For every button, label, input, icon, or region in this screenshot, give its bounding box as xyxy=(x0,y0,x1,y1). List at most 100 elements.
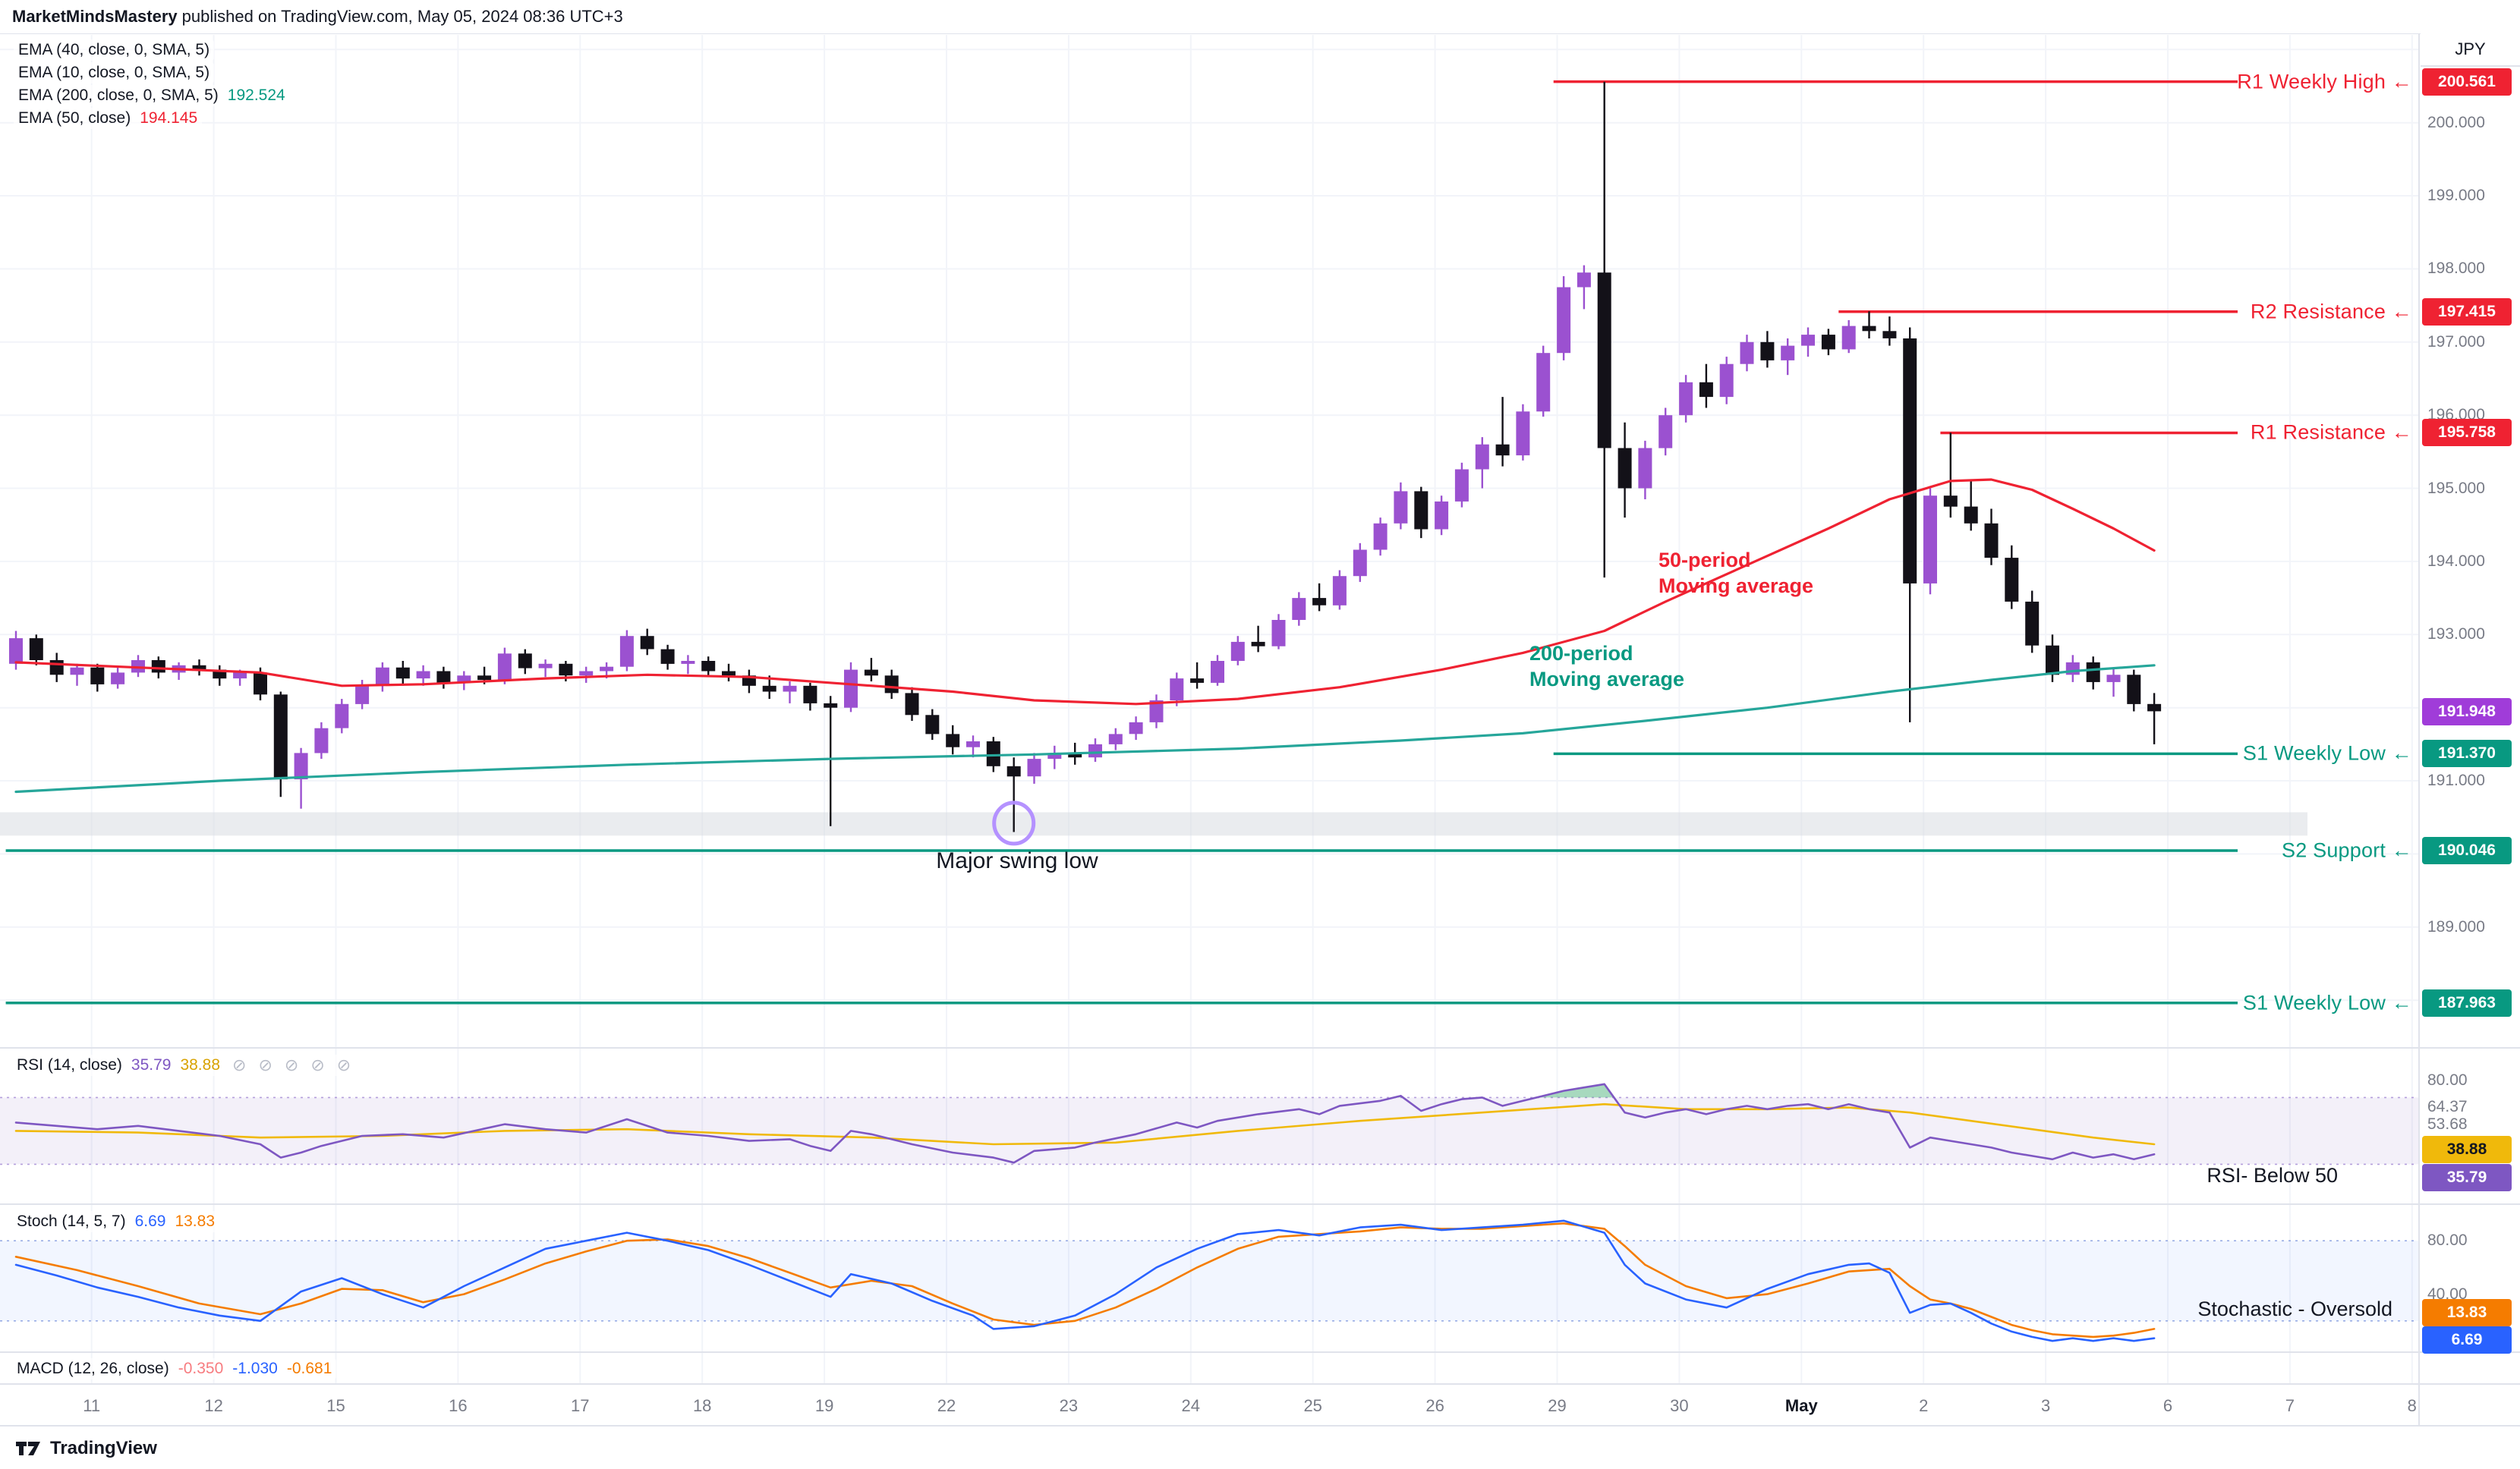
candle-body xyxy=(640,636,654,650)
legend-ema-200-label: EMA (200, close, 0, SMA, 5) xyxy=(18,87,219,104)
indicator-legend-ema: EMA (40, close, 0, SMA, 5) EMA (10, clos… xyxy=(14,39,290,129)
candle-body xyxy=(1638,448,1652,489)
candle-body xyxy=(1679,382,1693,416)
candle-body xyxy=(1923,495,1937,584)
legend-ema-10[interactable]: EMA (10, close, 0, SMA, 5) xyxy=(14,62,215,83)
legend-stoch-k-value: 6.69 xyxy=(134,1213,166,1230)
candle-body xyxy=(1332,576,1347,606)
candle-body xyxy=(416,671,430,679)
candle-body xyxy=(2065,662,2080,675)
candle-body xyxy=(9,638,23,664)
legend-rsi-value: 35.79 xyxy=(131,1056,172,1074)
candle-body xyxy=(1984,523,1999,558)
candle-body xyxy=(1658,415,1673,448)
disabled-plot-icon[interactable]: ⊘ xyxy=(258,1055,272,1074)
candle-body xyxy=(395,667,410,679)
legend-stoch[interactable]: Stoch (14, 5, 7) 6.69 13.83 xyxy=(12,1211,220,1232)
candle-body xyxy=(1006,766,1021,777)
legend-rsi-title: RSI (14, close) xyxy=(17,1056,122,1074)
plot-line xyxy=(14,1222,2156,1338)
candle-body xyxy=(294,753,308,780)
disabled-plot-icon[interactable]: ⊘ xyxy=(310,1055,325,1074)
candle-body xyxy=(1495,444,1510,456)
candle-body xyxy=(111,672,125,684)
candle-body xyxy=(192,665,206,670)
disabled-plot-icon[interactable]: ⊘ xyxy=(232,1055,247,1074)
candle-body xyxy=(1841,326,1856,350)
candle-body xyxy=(1211,661,1224,683)
legend-ema-50[interactable]: EMA (50, close) 194.145 xyxy=(14,108,203,129)
candle-body xyxy=(1557,287,1571,354)
candle-body xyxy=(1577,272,1591,288)
candle-body xyxy=(151,660,165,673)
candle-body xyxy=(1353,549,1367,577)
candle-body xyxy=(1536,353,1551,412)
tradingview-logo[interactable] xyxy=(15,1438,43,1459)
legend-ema-40[interactable]: EMA (40, close, 0, SMA, 5) xyxy=(14,39,215,61)
publish-info: published on TradingView.com, May 05, 20… xyxy=(181,7,623,26)
candle-body xyxy=(681,661,695,664)
brand-name: TradingView xyxy=(50,1437,157,1458)
candle-body xyxy=(1699,382,1713,398)
candle-body xyxy=(2147,703,2162,712)
legend-stoch-title: Stoch (14, 5, 7) xyxy=(17,1213,126,1230)
legend-macd-title: MACD (12, 26, close) xyxy=(17,1360,169,1377)
candle-body xyxy=(986,741,1000,766)
disabled-plot-icon[interactable]: ⊘ xyxy=(284,1055,299,1074)
candle-body xyxy=(2086,662,2100,682)
legend-rsi-ma-value: 38.88 xyxy=(180,1056,221,1074)
swing-low-circle xyxy=(992,801,1036,846)
candle-body xyxy=(1373,523,1388,550)
candle-body xyxy=(1027,759,1041,777)
legend-rsi[interactable]: RSI (14, close) 35.79 38.88 ⊘ ⊘ ⊘ ⊘ ⊘ xyxy=(12,1055,356,1076)
candle-body xyxy=(1760,341,1775,360)
plot-line xyxy=(14,664,2156,794)
candle-body xyxy=(477,675,492,681)
author-name: MarketMindsMastery xyxy=(12,7,178,26)
candle-body xyxy=(2127,675,2141,704)
candle-body xyxy=(538,663,553,668)
time-axis[interactable] xyxy=(0,1384,2419,1426)
legend-ema-10-label: EMA (10, close, 0, SMA, 5) xyxy=(18,64,210,81)
candle-body xyxy=(457,675,471,683)
candle-body xyxy=(1312,598,1327,606)
candle-body xyxy=(1230,641,1245,661)
plot-line xyxy=(14,1083,2156,1164)
candle-body xyxy=(1251,641,1265,646)
candle-body xyxy=(1516,411,1530,456)
candle-body xyxy=(1719,363,1734,398)
candle-body xyxy=(49,660,64,675)
candle-body xyxy=(1271,620,1286,646)
plot-line xyxy=(14,478,2156,706)
legend-ema-200[interactable]: EMA (200, close, 0, SMA, 5) 192.524 xyxy=(14,85,290,106)
candle-body xyxy=(355,685,370,704)
candle-body xyxy=(559,663,573,676)
candle-body xyxy=(375,667,389,686)
candle-body xyxy=(1170,678,1184,700)
disabled-plot-icon[interactable]: ⊘ xyxy=(336,1055,351,1074)
candle-body xyxy=(1740,341,1754,364)
plot-line xyxy=(14,1103,2156,1146)
candle-body xyxy=(1862,326,1876,332)
candle-body xyxy=(824,703,838,708)
candle-body xyxy=(1394,491,1408,524)
candle-body xyxy=(925,715,940,734)
indicator-legend-rsi: RSI (14, close) 35.79 38.88 ⊘ ⊘ ⊘ ⊘ ⊘ xyxy=(12,1055,356,1076)
legend-macd-signal-value: -0.681 xyxy=(286,1360,332,1377)
price-axis[interactable] xyxy=(2419,33,2520,1426)
candle-body xyxy=(884,675,899,694)
candle-body xyxy=(1781,345,1795,360)
candle-body xyxy=(2005,558,2019,602)
candle-body xyxy=(783,685,797,692)
candle-body xyxy=(1088,744,1102,758)
legend-macd[interactable]: MACD (12, 26, close) -0.350 -1.030 -0.68… xyxy=(12,1358,337,1379)
legend-ema-200-value: 192.524 xyxy=(227,87,285,104)
candle-body xyxy=(660,649,675,664)
candle-body xyxy=(90,667,105,684)
candle-body xyxy=(803,685,817,703)
candle-body xyxy=(1047,753,1062,760)
candle-body xyxy=(701,661,716,672)
candle-body xyxy=(722,671,736,676)
candle-body xyxy=(864,669,878,676)
